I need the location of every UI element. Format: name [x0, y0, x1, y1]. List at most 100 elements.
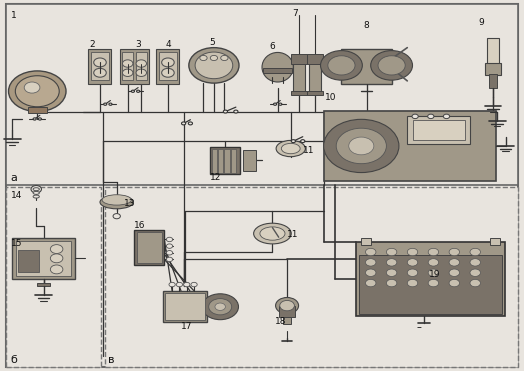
Circle shape — [113, 214, 121, 219]
Circle shape — [109, 103, 112, 105]
Circle shape — [94, 58, 106, 67]
Circle shape — [195, 52, 233, 79]
Circle shape — [15, 76, 59, 107]
Bar — [37, 283, 50, 286]
Text: 4: 4 — [166, 40, 171, 49]
Circle shape — [215, 303, 225, 311]
Circle shape — [443, 114, 450, 119]
Bar — [137, 232, 162, 263]
Circle shape — [136, 69, 147, 76]
Circle shape — [365, 269, 376, 276]
Circle shape — [365, 279, 376, 287]
Circle shape — [8, 71, 66, 112]
Text: 17: 17 — [180, 322, 192, 331]
Circle shape — [189, 47, 239, 83]
Bar — [485, 63, 501, 75]
Circle shape — [24, 82, 40, 93]
Bar — [16, 241, 71, 276]
Bar — [89, 49, 112, 84]
Bar — [122, 52, 134, 80]
Bar — [218, 148, 223, 173]
Bar — [163, 291, 207, 322]
Circle shape — [50, 265, 63, 274]
Bar — [361, 238, 370, 244]
Circle shape — [449, 269, 460, 276]
Circle shape — [123, 69, 133, 76]
Bar — [307, 54, 323, 63]
Circle shape — [370, 50, 412, 80]
Text: 5: 5 — [210, 38, 215, 47]
Text: 9: 9 — [478, 18, 484, 27]
Text: 15: 15 — [11, 239, 23, 249]
Bar — [28, 107, 47, 113]
Bar — [243, 150, 256, 171]
Ellipse shape — [254, 223, 291, 244]
Bar — [165, 293, 204, 321]
Circle shape — [470, 279, 481, 287]
Text: а: а — [10, 173, 17, 183]
Circle shape — [202, 294, 238, 320]
Circle shape — [162, 58, 174, 67]
Ellipse shape — [33, 195, 39, 198]
Circle shape — [407, 248, 418, 256]
Circle shape — [428, 248, 439, 256]
Bar — [159, 52, 177, 80]
Text: 2: 2 — [90, 40, 95, 49]
Circle shape — [223, 110, 227, 113]
Circle shape — [428, 269, 439, 276]
Circle shape — [328, 56, 355, 75]
Circle shape — [279, 103, 282, 105]
Text: 3: 3 — [136, 40, 141, 49]
Circle shape — [428, 259, 439, 266]
Circle shape — [449, 279, 460, 287]
Bar — [359, 255, 503, 314]
Bar — [356, 242, 505, 316]
Circle shape — [221, 55, 228, 60]
Bar — [120, 49, 149, 84]
Circle shape — [336, 128, 386, 164]
Text: 11: 11 — [303, 145, 314, 154]
Bar — [224, 148, 230, 173]
Bar — [231, 148, 236, 173]
Circle shape — [50, 244, 63, 253]
Bar — [407, 116, 470, 144]
Circle shape — [209, 299, 232, 315]
Bar — [291, 54, 307, 63]
Bar — [490, 238, 500, 244]
Circle shape — [38, 118, 41, 120]
Circle shape — [365, 248, 376, 256]
Bar — [263, 68, 292, 73]
Circle shape — [166, 250, 172, 255]
Bar — [157, 49, 179, 84]
Text: 16: 16 — [134, 221, 146, 230]
Bar — [91, 52, 109, 80]
Text: 10: 10 — [325, 93, 336, 102]
Circle shape — [280, 301, 294, 311]
Bar — [6, 4, 518, 185]
Text: 18: 18 — [275, 316, 287, 326]
Ellipse shape — [276, 140, 305, 157]
Ellipse shape — [100, 196, 134, 209]
Circle shape — [412, 114, 418, 119]
Bar — [291, 91, 307, 95]
Bar — [342, 49, 391, 84]
Text: в: в — [108, 355, 115, 365]
Circle shape — [386, 259, 397, 266]
Text: 6: 6 — [270, 42, 276, 51]
Bar — [307, 91, 323, 95]
Circle shape — [386, 279, 397, 287]
Bar — [279, 306, 296, 318]
Circle shape — [301, 139, 305, 142]
Ellipse shape — [281, 143, 300, 154]
Text: 14: 14 — [11, 191, 23, 200]
Circle shape — [407, 259, 418, 266]
Circle shape — [470, 259, 481, 266]
Text: 11: 11 — [287, 230, 299, 239]
Circle shape — [183, 282, 190, 287]
Text: 7: 7 — [292, 9, 298, 18]
Bar — [136, 52, 147, 80]
Circle shape — [137, 90, 140, 92]
Circle shape — [274, 103, 277, 105]
Text: 13: 13 — [124, 200, 136, 209]
Circle shape — [123, 60, 133, 67]
